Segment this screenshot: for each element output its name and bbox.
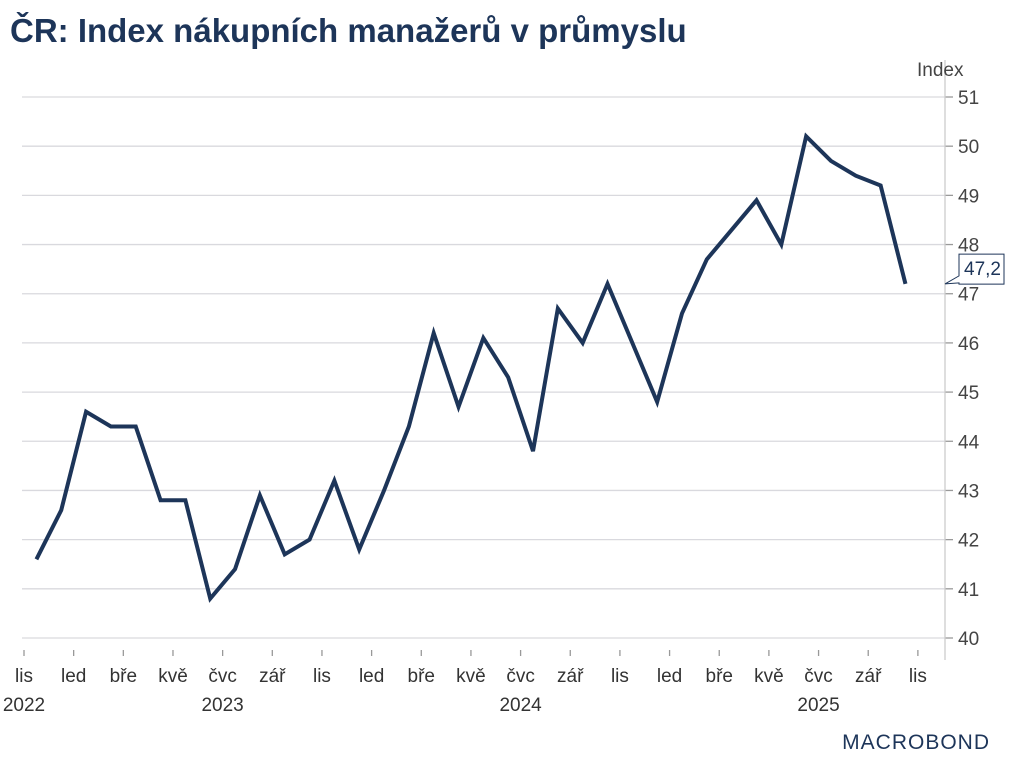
y-tick-label: 40 (958, 629, 979, 650)
y-tick-label: 45 (958, 383, 979, 404)
x-tick-label: lis (909, 666, 927, 687)
x-year-label: 2025 (797, 695, 839, 716)
y-tick-label: 49 (958, 186, 979, 207)
x-tick-label: čvc (208, 666, 237, 687)
x-year-label: 2024 (499, 695, 542, 716)
x-tick-label: zář (557, 666, 584, 687)
pmi-series-line (34, 132, 908, 603)
last-value-label: 47,2 (964, 259, 1001, 280)
x-tick-label: bře (706, 666, 733, 687)
x-year-label: 2023 (201, 695, 243, 716)
x-tick-label: led (61, 666, 86, 687)
x-year-label: 2022 (3, 695, 45, 716)
y-tick-label: 43 (958, 481, 979, 502)
last-value-callout (944, 253, 1005, 285)
y-tick-label: 51 (958, 88, 979, 109)
macrobond-logo: MACROBOND (842, 731, 990, 754)
x-tick-label: čvc (804, 666, 833, 687)
y-axis-label: Index (917, 60, 964, 81)
y-tick-label: 47 (958, 285, 979, 306)
x-tick-label: lis (611, 666, 629, 687)
chart-title: ČR: Index nákupních manažerů v průmyslu (10, 12, 687, 49)
x-tick-label: zář (855, 666, 882, 687)
y-tick-label: 42 (958, 531, 979, 552)
y-tick-label: 50 (958, 137, 979, 158)
x-tick-label: čvc (506, 666, 535, 687)
x-tick-label: kvě (158, 666, 188, 687)
x-tick-label: lis (313, 666, 331, 687)
x-tick-label: kvě (456, 666, 486, 687)
y-tick-label: 41 (958, 580, 979, 601)
x-tick-label: led (359, 666, 384, 687)
x-tick-label: bře (408, 666, 435, 687)
y-tick-label: 48 (958, 236, 979, 257)
x-tick-label: kvě (754, 666, 784, 687)
x-tick-label: bře (110, 666, 137, 687)
y-tick-label: 46 (958, 334, 979, 355)
x-tick-label: zář (259, 666, 286, 687)
x-tick-label: led (657, 666, 682, 687)
y-tick-label: 44 (958, 432, 980, 453)
x-tick-label: lis (15, 666, 33, 687)
